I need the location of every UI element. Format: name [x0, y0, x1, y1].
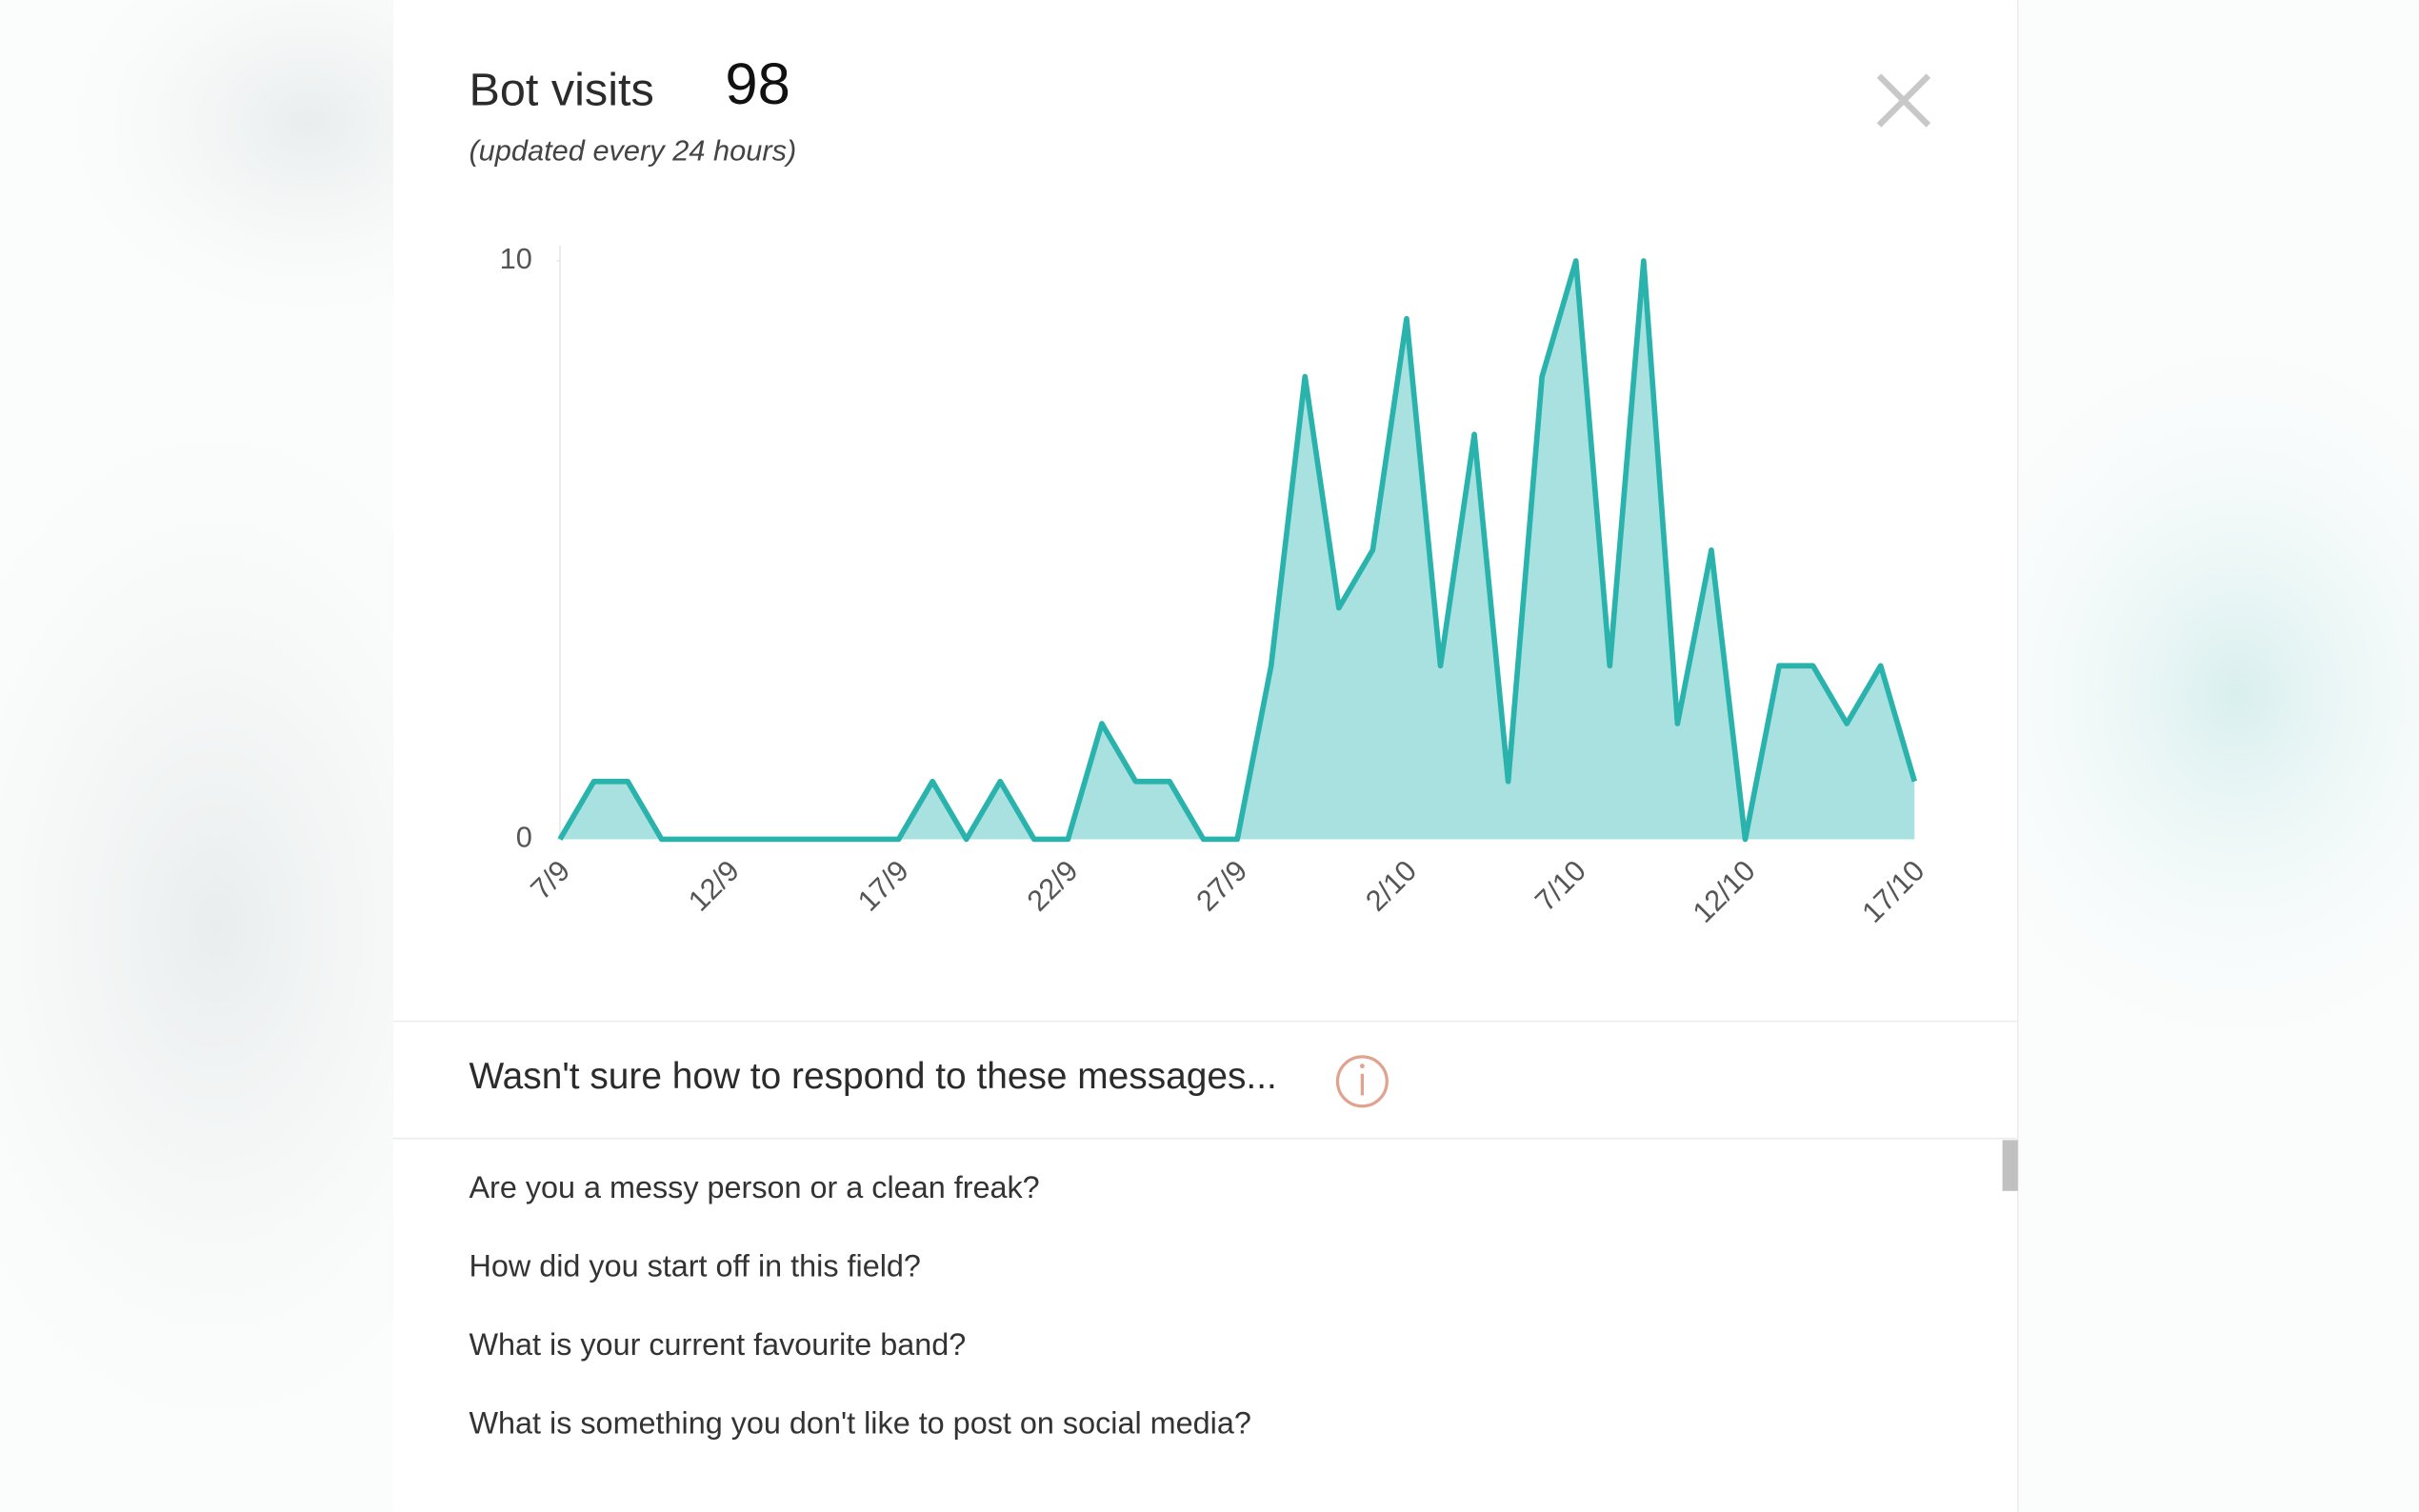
message-item: What is something you don't like to post… — [469, 1406, 1250, 1441]
message-list: Are you a messy person or a clean freak?… — [469, 1170, 1250, 1441]
info-icon[interactable] — [1335, 1055, 1389, 1108]
dialog — [393, 0, 2018, 1512]
area-line — [557, 258, 1918, 843]
y-tick-label: 0 — [516, 821, 532, 854]
visit-count: 98 — [725, 51, 790, 117]
scrollbar-thumb[interactable] — [2002, 1140, 2018, 1191]
y-tick-label: 10 — [500, 242, 532, 275]
messages-heading: Wasn't sure how to respond to these mess… — [469, 1056, 1276, 1097]
close-button[interactable] — [1876, 73, 1931, 128]
area-fill — [560, 261, 1915, 840]
message-item: Are you a messy person or a clean freak? — [469, 1170, 1039, 1204]
title: Bot visits — [469, 64, 653, 115]
message-item: What is your current favourite band? — [469, 1327, 966, 1362]
subtitle: (updated every 24 hours) — [469, 134, 796, 168]
message-item: How did you start off in this field? — [469, 1248, 920, 1283]
backdrop-glow — [1897, 293, 2419, 1096]
